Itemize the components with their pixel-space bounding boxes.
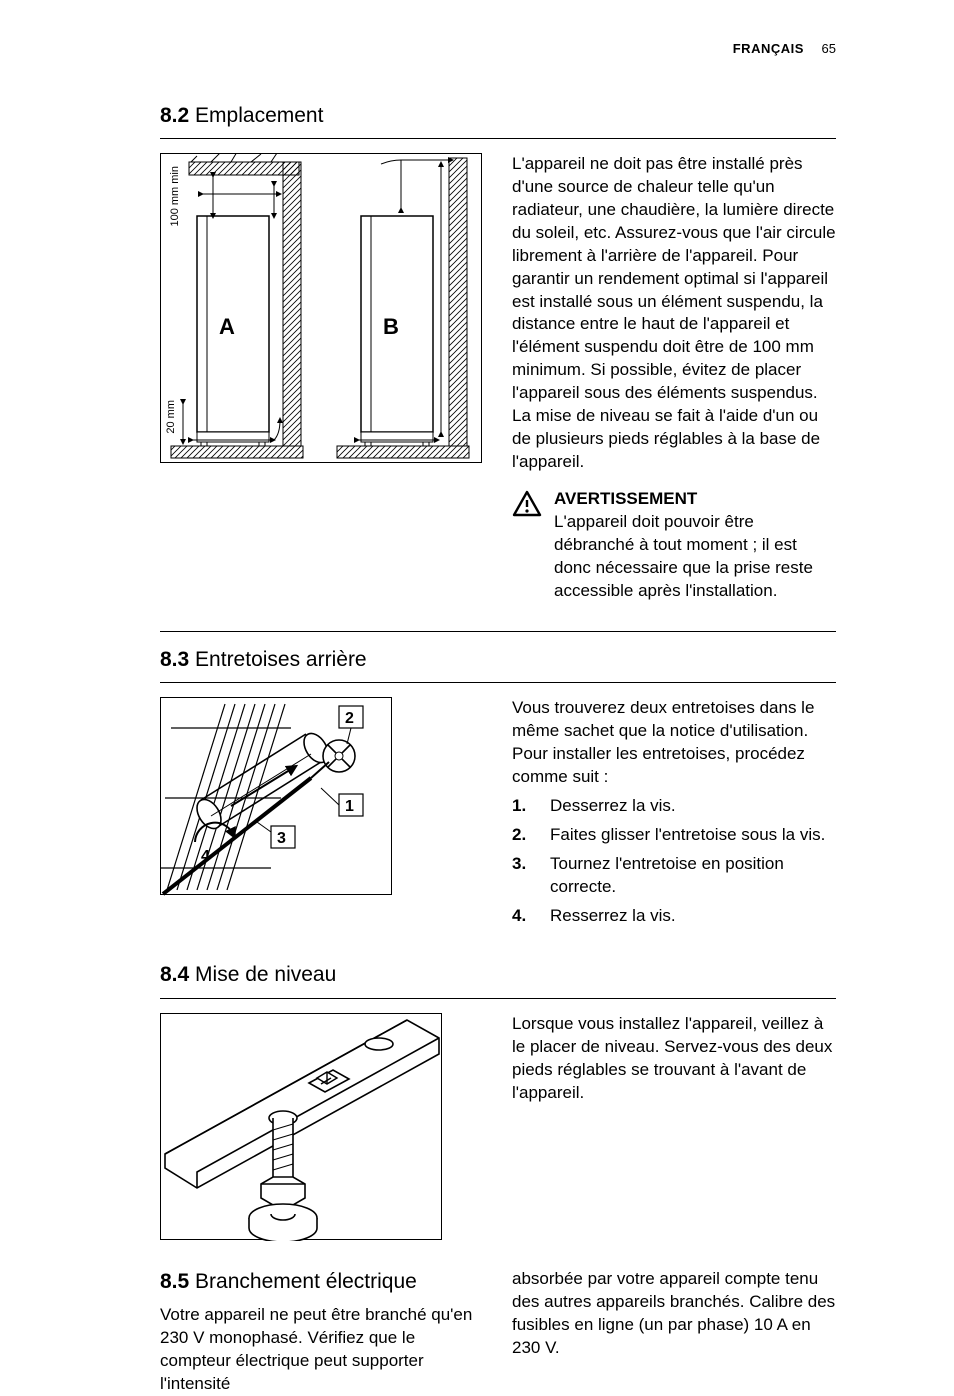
- section-8-4-number: 8.4: [160, 963, 189, 986]
- section-8-3-title: 8.3 Entretoises arrière: [160, 646, 836, 674]
- section-8-3-body: Vous trouverez deux entretoises dans le …: [512, 697, 836, 933]
- section-8-5-right: absorbée par votre appareil compte tenu …: [512, 1268, 836, 1396]
- figure-8-4-box: [160, 1013, 442, 1240]
- section-8-4-text: Mise de niveau: [195, 963, 336, 986]
- section-8-5: 8.5 Branchement électrique Votre apparei…: [160, 1268, 836, 1396]
- figure-8-3-callout-2: 2: [345, 708, 354, 730]
- section-8-3-number: 8.3: [160, 648, 189, 671]
- section-8-3-text: Entretoises arrière: [195, 648, 367, 671]
- divider: [160, 138, 836, 139]
- warning-text: AVERTISSEMENT L'appareil doit pouvoir êt…: [554, 488, 836, 603]
- section-8-4-content: Lorsque vous installez l'appareil, veill…: [160, 1013, 836, 1240]
- figure-8-3-callout-1: 1: [345, 796, 354, 818]
- dim-20mm: 20 mm: [165, 400, 177, 434]
- dim-100mm-label: 100 mm: [169, 187, 181, 227]
- step-3-text: Tournez l'entretoise en position correct…: [550, 853, 836, 899]
- figure-label-b: B: [383, 312, 399, 342]
- step-4: Resserrez la vis.: [512, 905, 836, 928]
- step-1-text: Desserrez la vis.: [550, 795, 676, 818]
- header-page-number: 65: [822, 41, 836, 56]
- section-8-5-number: 8.5: [160, 1270, 189, 1293]
- section-8-5-text: Branchement électrique: [195, 1270, 417, 1293]
- step-2-text: Faites glisser l'entretoise sous la vis.: [550, 824, 825, 847]
- warning-title: AVERTISSEMENT: [554, 488, 836, 511]
- step-1: Desserrez la vis.: [512, 795, 836, 818]
- section-8-2-title: 8.2 Emplacement: [160, 102, 836, 130]
- section-8-2-paragraph: L'appareil ne doit pas être installé prè…: [512, 153, 836, 474]
- figure-8-3: 2 1 3 4: [160, 697, 482, 933]
- warning-body: L'appareil doit pouvoir être débranché à…: [554, 511, 836, 603]
- section-8-3-steps: Desserrez la vis. Faites glisser l'entre…: [512, 795, 836, 928]
- section-8-5-paragraph-right: absorbée par votre appareil compte tenu …: [512, 1268, 836, 1360]
- figure-8-2-box: 100 mm min 20 mm A B: [160, 153, 482, 463]
- section-8-5-title: 8.5 Branchement électrique: [160, 1268, 482, 1296]
- figure-8-2-svg: [161, 154, 483, 464]
- section-8-4-title: 8.4 Mise de niveau: [160, 961, 836, 989]
- dim-100mm: 100 mm min: [169, 166, 181, 227]
- section-8-2-content: 100 mm min 20 mm A B L'appareil ne doit …: [160, 153, 836, 603]
- section-8-2-text: Emplacement: [195, 104, 323, 127]
- divider: [160, 998, 836, 999]
- figure-8-3-callout-3: 3: [277, 828, 286, 850]
- figure-label-a: A: [219, 312, 235, 342]
- header-language: FRANÇAIS: [733, 41, 804, 56]
- section-8-2-body: L'appareil ne doit pas être installé prè…: [512, 153, 836, 603]
- figure-8-4-svg: [161, 1014, 443, 1241]
- step-3: Tournez l'entretoise en position correct…: [512, 853, 836, 899]
- divider: [160, 682, 836, 683]
- figure-8-3-callout-4: 4: [201, 846, 210, 868]
- section-8-3-content: 2 1 3 4 Vous trouverez deux entretoises …: [160, 697, 836, 933]
- warning-block: AVERTISSEMENT L'appareil doit pouvoir êt…: [512, 488, 836, 603]
- step-2: Faites glisser l'entretoise sous la vis.: [512, 824, 836, 847]
- section-8-4-paragraph: Lorsque vous installez l'appareil, veill…: [512, 1013, 836, 1105]
- figure-8-4: [160, 1013, 482, 1240]
- divider: [160, 631, 836, 632]
- section-8-5-paragraph-left: Votre appareil ne peut être branché qu'e…: [160, 1304, 482, 1396]
- warning-icon: [512, 490, 542, 518]
- section-8-5-left: 8.5 Branchement électrique Votre apparei…: [160, 1268, 482, 1396]
- figure-8-3-box: 2 1 3 4: [160, 697, 392, 895]
- section-8-2-number: 8.2: [160, 104, 189, 127]
- figure-8-2: 100 mm min 20 mm A B: [160, 153, 482, 603]
- section-8-4-body: Lorsque vous installez l'appareil, veill…: [512, 1013, 836, 1240]
- dim-100mm-min: min: [169, 166, 181, 184]
- page-header: FRANÇAIS 65: [160, 40, 836, 58]
- step-4-text: Resserrez la vis.: [550, 905, 676, 928]
- figure-8-3-svg: [161, 698, 393, 896]
- section-8-3-paragraph: Vous trouverez deux entretoises dans le …: [512, 697, 836, 789]
